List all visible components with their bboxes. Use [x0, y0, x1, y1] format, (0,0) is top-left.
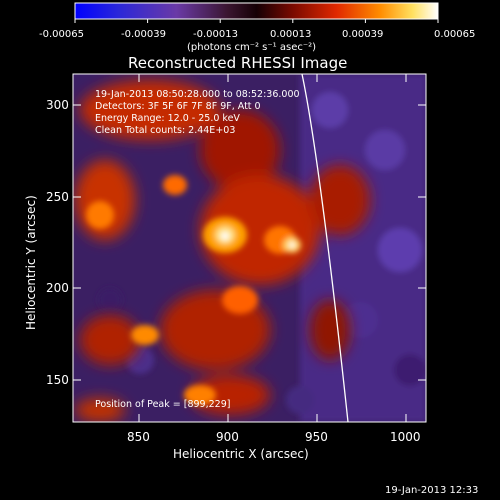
colorbar-tick-label: 0.00013	[270, 29, 311, 40]
colorbar-gradient	[74, 2, 439, 20]
colorbar-units: (photons cm⁻² s⁻¹ asec⁻²)	[187, 42, 316, 53]
solar-limb-line	[301, 74, 349, 422]
y-tick-label: 200	[46, 281, 69, 295]
x-tick-label: 1000	[390, 430, 421, 444]
y-tick-label: 250	[46, 190, 69, 204]
colorbar-tick-label: -0.00013	[193, 29, 238, 40]
x-tick-label: 950	[305, 430, 328, 444]
render-timestamp: 19-Jan-2013 12:33	[385, 485, 478, 496]
colorbar-tick-label: -0.00039	[121, 29, 166, 40]
x-axis-label: Heliocentric X (arcsec)	[173, 447, 309, 461]
peak-position-label: Position of Peak = [899,229]	[95, 399, 230, 410]
info-line-detectors: Detectors: 3F 5F 6F 7F 8F 9F, Att 0	[95, 101, 261, 112]
plot-frame	[72, 73, 427, 423]
rhessi-image	[73, 74, 426, 422]
info-line-total-counts: Clean Total counts: 2.44E+03	[95, 125, 235, 136]
info-line-time-range: 19-Jan-2013 08:50:28.000 to 08:52:36.000	[95, 89, 300, 100]
x-tick-label: 900	[216, 430, 239, 444]
info-block: 19-Jan-2013 08:50:28.000 to 08:52:36.000…	[95, 89, 300, 136]
y-tick-marks	[73, 104, 426, 381]
colorbar-tick-label: 0.00065	[434, 29, 475, 40]
info-line-energy-range: Energy Range: 12.0 - 25.0 keV	[95, 113, 240, 124]
y-tick-label: 300	[46, 98, 69, 112]
y-tick-label: 150	[46, 373, 69, 387]
colorbar: -0.00065 -0.00039 -0.00013 0.00013 0.000…	[39, 2, 475, 53]
y-axis-label: Heliocentric Y (arcsec)	[24, 195, 38, 330]
plot-title: Reconstructed RHESSI Image	[128, 54, 347, 72]
colorbar-tick-label: 0.00039	[342, 29, 383, 40]
x-tick-label: 850	[127, 430, 150, 444]
colorbar-tick-label: -0.00065	[39, 29, 84, 40]
x-tick-marks	[138, 74, 407, 422]
